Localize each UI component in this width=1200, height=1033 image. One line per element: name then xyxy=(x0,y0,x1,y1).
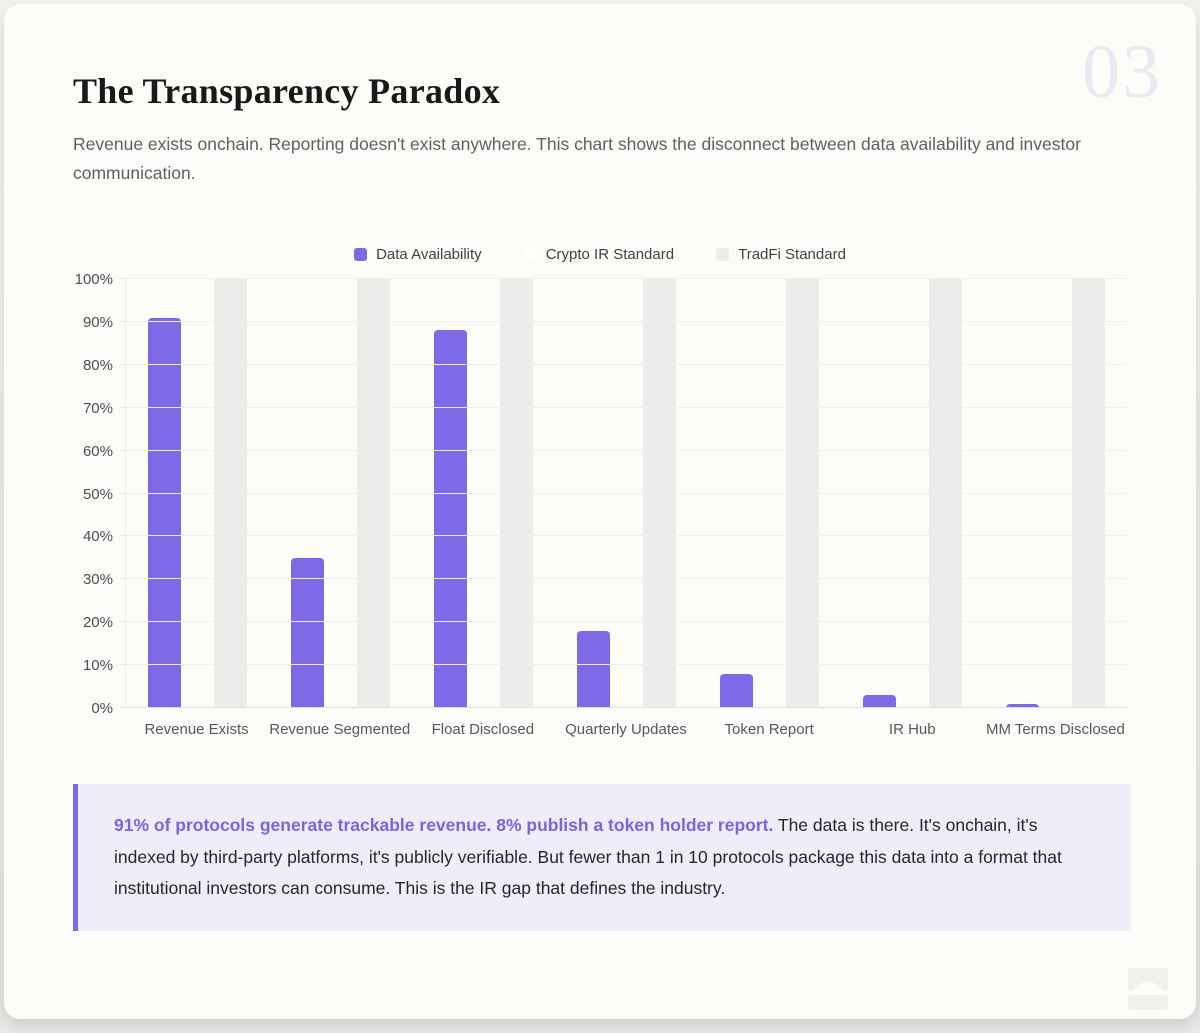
brand-logo-icon xyxy=(1128,968,1168,1010)
y-axis-tick-label: 30% xyxy=(82,571,113,589)
legend-label: Data Availability xyxy=(376,245,482,263)
y-axis-tick-label: 10% xyxy=(82,657,113,675)
bar-groups xyxy=(126,279,1127,708)
legend-item-tradfi-standard: TradFi Standard xyxy=(716,246,846,263)
legend-label: Crypto IR Standard xyxy=(545,245,675,263)
chart-legend: Data Availability Crypto IR Standard TradF… xyxy=(73,244,1127,264)
axis-tick xyxy=(120,406,126,408)
y-axis-tick-label: 90% xyxy=(82,313,113,331)
axis-tick xyxy=(120,707,126,708)
bar-data-availability-float-disclosed xyxy=(434,330,467,708)
gridline xyxy=(126,535,1127,537)
bar-data-availability-mm-terms-disclosed xyxy=(1006,703,1039,708)
x-axis-label-quarterly-updates: Quarterly Updates xyxy=(565,721,687,738)
axis-tick xyxy=(120,664,126,666)
bar-tradfi-standard-token-report xyxy=(786,279,819,708)
bar-group-revenue-exists xyxy=(126,279,269,708)
bar-data-availability-revenue-segmented xyxy=(291,557,324,708)
callout-lead-text: 91% of protocols generate trackable reve… xyxy=(114,815,774,835)
summary-callout: 91% of protocols generate trackable reve… xyxy=(73,784,1131,931)
axis-tick xyxy=(120,449,126,451)
x-axis-labels: Revenue Exists Revenue Segmented Float Dis… xyxy=(125,721,1127,738)
x-axis-label-token-report: Token Report xyxy=(724,721,814,738)
gridline xyxy=(126,406,1127,408)
x-axis-label-float-disclosed: Float Disclosed xyxy=(431,721,535,738)
legend-item-crypto-ir-standard: Crypto IR Standard xyxy=(523,245,675,263)
y-axis-tick-label: 100% xyxy=(74,271,113,288)
bar-tradfi-standard-revenue-exists xyxy=(214,279,247,708)
bar-data-availability-ir-hub xyxy=(863,695,896,708)
axis-tick xyxy=(120,621,126,623)
x-axis-line xyxy=(126,707,1127,708)
y-axis-labels: 0% 10% 20% 30% 40% 50% 60% 70% 80% 90% 100% xyxy=(73,271,125,717)
bar-data-availability-revenue-exists xyxy=(148,317,181,708)
y-axis-tick-label: 60% xyxy=(82,442,113,460)
bar-tradfi-standard-float-disclosed xyxy=(500,279,533,708)
gridline xyxy=(126,320,1127,322)
plot-canvas xyxy=(120,278,1127,708)
axis-tick xyxy=(120,363,126,365)
page-title: The Transparency Paradox xyxy=(73,71,501,111)
bar-data-availability-quarterly-updates xyxy=(577,630,610,708)
bar-group-ir-hub xyxy=(841,279,984,708)
axis-tick xyxy=(120,535,126,537)
bar-tradfi-standard-quarterly-updates xyxy=(643,279,676,708)
axis-tick xyxy=(120,578,126,580)
gridline xyxy=(126,492,1127,494)
bar-group-quarterly-updates xyxy=(555,279,698,708)
x-axis-label-ir-hub: IR Hub xyxy=(888,721,936,738)
y-axis-tick-label: 80% xyxy=(82,356,113,374)
x-axis-label-revenue-segmented: Revenue Segmented xyxy=(269,721,411,738)
bar-tradfi-standard-revenue-segmented xyxy=(357,279,390,708)
callout-body-text: The data is there. It's onchain, it's in… xyxy=(114,815,1062,898)
page-number: 03 xyxy=(1082,30,1162,114)
gridline xyxy=(126,664,1127,666)
axis-tick xyxy=(120,492,126,494)
legend-swatch-tradfi-standard xyxy=(716,247,730,261)
bar-data-availability-token-report xyxy=(720,673,753,708)
legend-item-data-availability: Data Availability xyxy=(354,246,482,263)
bar-chart: Data Availability Crypto IR Standard TradF… xyxy=(73,244,1127,738)
legend-label: TradFi Standard xyxy=(738,245,846,263)
gridline xyxy=(126,578,1127,580)
bar-group-revenue-segmented xyxy=(269,279,412,708)
x-axis-label-mm-terms-disclosed: MM Terms Disclosed xyxy=(985,721,1125,738)
gridline xyxy=(126,278,1127,279)
bar-group-token-report xyxy=(698,279,841,708)
bar-group-mm-terms-disclosed xyxy=(984,279,1127,708)
axis-tick xyxy=(120,320,126,322)
page-subtitle: Revenue exists onchain. Reporting doesn'… xyxy=(73,134,1081,183)
legend-swatch-data-availability xyxy=(354,247,368,261)
bar-tradfi-standard-mm-terms-disclosed xyxy=(1072,279,1105,708)
y-axis-tick-label: 70% xyxy=(82,399,113,417)
gridline xyxy=(126,621,1127,623)
gridline xyxy=(126,449,1127,451)
x-axis-label-revenue-exists: Revenue Exists xyxy=(144,721,249,738)
chart-plot-area: 0% 10% 20% 30% 40% 50% 60% 70% 80% 90% 100% xyxy=(73,271,1127,717)
gridline xyxy=(126,363,1127,365)
bar-group-float-disclosed xyxy=(412,279,555,708)
report-card: 03 The Transparency Paradox Revenue exis… xyxy=(4,4,1196,1019)
legend-swatch-crypto-ir-standard xyxy=(523,247,537,261)
y-axis-tick-label: 20% xyxy=(82,614,113,632)
bar-tradfi-standard-ir-hub xyxy=(929,279,962,708)
axis-tick xyxy=(120,278,126,279)
y-axis-tick-label: 50% xyxy=(82,485,113,503)
y-axis-tick-label: 40% xyxy=(82,528,113,546)
y-axis-tick-label: 0% xyxy=(91,700,113,717)
